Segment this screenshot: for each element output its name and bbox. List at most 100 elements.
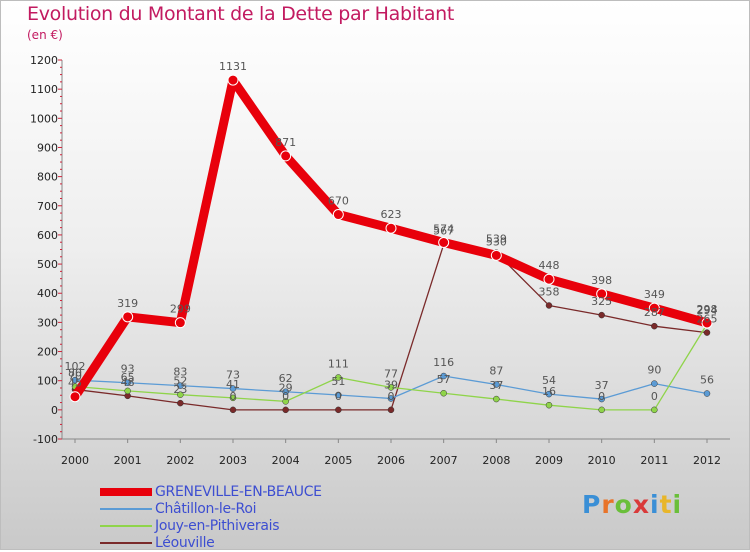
legend-swatch-greneville [100, 488, 152, 496]
data-point [651, 406, 658, 414]
data-point [174, 317, 186, 329]
x-tick-label: 2002 [166, 454, 194, 467]
data-point [229, 394, 237, 402]
y-tick-label: 200 [37, 346, 58, 359]
data-point [282, 388, 289, 396]
data-point [651, 380, 658, 387]
data-label: 70 [68, 369, 82, 382]
data-point [282, 406, 289, 414]
x-tick-label: 2001 [114, 454, 142, 467]
data-label: 0 [335, 390, 342, 403]
data-label: 41 [226, 378, 240, 391]
data-point [332, 209, 344, 221]
data-label: 0 [388, 390, 395, 403]
data-label: 0 [598, 390, 605, 403]
data-label: 111 [328, 357, 349, 370]
data-label: 77 [384, 367, 398, 380]
data-point [493, 395, 500, 403]
data-point [177, 399, 184, 407]
data-point [229, 385, 237, 392]
y-tick-label: 400 [37, 287, 58, 300]
data-label: 87 [489, 364, 503, 377]
data-label: 62 [279, 372, 293, 385]
y-tick-label: 300 [37, 316, 58, 329]
data-point [71, 376, 79, 384]
legend-swatch-leouville [100, 542, 152, 544]
logo-letter: i [650, 490, 660, 519]
data-label: 299 [170, 303, 191, 316]
data-point [335, 391, 342, 399]
data-label: 48 [121, 376, 135, 389]
y-tick-label: 800 [37, 171, 58, 184]
y-tick-label: 1200 [30, 54, 58, 67]
logo-letter: r [601, 490, 615, 519]
data-label: 325 [591, 295, 612, 308]
logo-letter: P [582, 490, 602, 519]
data-label: 23 [173, 383, 187, 396]
legend-swatch-chatillon [100, 508, 152, 510]
data-label: 80 [68, 367, 82, 380]
legend-label-leouville: Léouville [155, 535, 215, 551]
logo-letter: o [614, 490, 633, 519]
data-point [440, 389, 447, 397]
data-label: 319 [117, 297, 138, 310]
data-point [385, 222, 397, 234]
data-point [545, 302, 553, 309]
data-label: 52 [173, 375, 187, 388]
x-tick-label: 2005 [324, 454, 352, 467]
data-label: 37 [489, 379, 503, 392]
y-tick-label: 100 [37, 375, 58, 388]
x-tick-label: 2000 [61, 454, 89, 467]
logo-letter: i [672, 490, 683, 519]
data-point [545, 390, 553, 398]
data-label: 448 [539, 259, 560, 272]
data-label: 37 [595, 379, 609, 392]
data-label: 51 [331, 375, 345, 388]
y-tick-label: 1000 [30, 112, 58, 125]
data-point [124, 387, 131, 395]
y-tick-label: 700 [37, 200, 58, 213]
y-tick-label: 500 [37, 258, 58, 271]
data-label: 539 [486, 233, 507, 246]
data-label: 57 [437, 373, 451, 386]
data-label: 567 [433, 225, 454, 238]
logo-letter: t [659, 490, 673, 519]
data-point [122, 311, 134, 323]
data-label: 623 [381, 208, 402, 221]
data-label: 73 [226, 369, 240, 382]
data-point [651, 322, 658, 330]
data-point [648, 302, 660, 314]
x-tick-label: 2004 [272, 454, 300, 467]
y-tick-label: 600 [37, 229, 58, 242]
data-label: 116 [433, 356, 454, 369]
data-point [387, 395, 395, 402]
chart-title: Evolution du Montant de la Dette par Hab… [27, 3, 455, 25]
legend-label-chatillon: Châtillon-le-Roi [155, 501, 257, 517]
data-label: 358 [539, 285, 560, 298]
chart-subtitle: (en €) [27, 28, 63, 42]
y-tick-label: -100 [33, 433, 58, 446]
x-tick-label: 2011 [640, 454, 668, 467]
data-point [596, 288, 608, 300]
x-tick-label: 2007 [430, 454, 458, 467]
x-tick-label: 2008 [482, 454, 510, 467]
data-label: 54 [542, 374, 556, 387]
data-label: 39 [384, 378, 398, 391]
x-tick-label: 2010 [588, 454, 616, 467]
data-point [493, 381, 500, 388]
proxiti-logo: Proxiti [582, 490, 682, 519]
legend-swatch-jouy [100, 525, 152, 527]
data-point [124, 379, 131, 386]
legend-label-greneville: GRENEVILLE-EN-BEAUCE [155, 484, 322, 500]
legend-label-jouy: Jouy-en-Pithiverais [155, 518, 280, 534]
data-label: 83 [173, 366, 187, 379]
data-point [177, 391, 184, 398]
data-point [280, 150, 292, 162]
y-tick-label: 900 [37, 141, 58, 154]
x-tick-label: 2003 [219, 454, 247, 467]
data-label: 90 [647, 364, 661, 377]
data-point [701, 317, 713, 329]
data-point [598, 406, 605, 414]
data-label: 349 [644, 288, 665, 301]
